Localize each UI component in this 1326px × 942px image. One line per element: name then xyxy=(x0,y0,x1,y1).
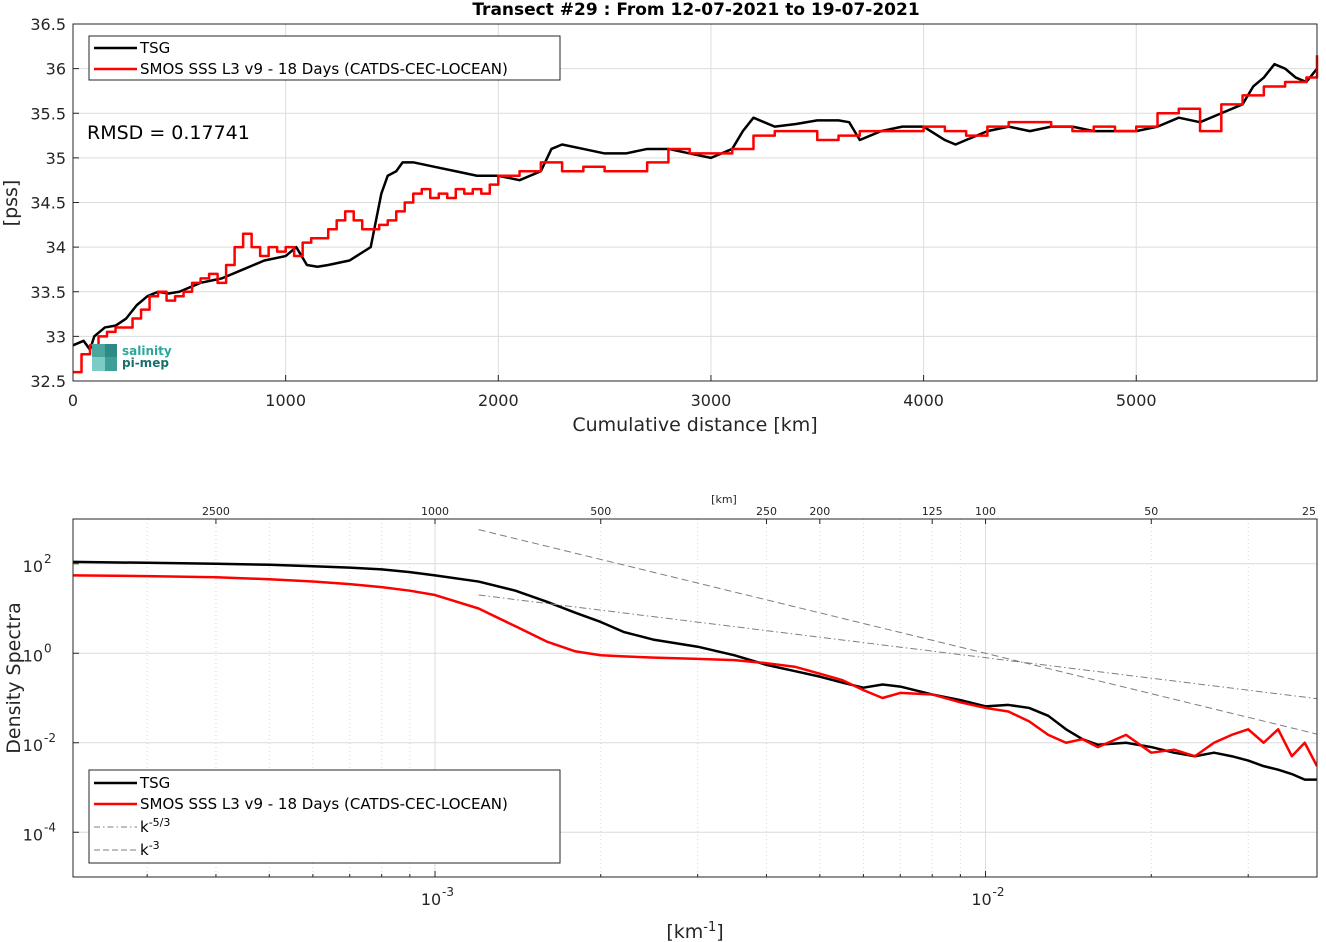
y-tick-label: 33.5 xyxy=(30,283,66,302)
legend-entry-tsg: TSG xyxy=(139,774,170,792)
y-tick-label: 36.5 xyxy=(30,15,66,34)
x-tick-exponent: -2 xyxy=(993,885,1005,899)
x-axis-label: [km-1] xyxy=(666,920,723,942)
y-tick-exponent: 0 xyxy=(44,641,52,655)
logo-mark-1 xyxy=(92,344,105,357)
series-line-smos xyxy=(73,574,1317,767)
y-tick-exponent: -2 xyxy=(44,731,56,745)
y-tick-label: 35 xyxy=(46,149,66,168)
x-tick-exponent: -3 xyxy=(442,885,454,899)
top-tick-label: 250 xyxy=(756,505,777,518)
plot-frame xyxy=(72,518,1318,878)
y-tick-label: 10 xyxy=(23,825,43,844)
top-tick-label: 2500 xyxy=(202,505,230,518)
reference-line-k53 xyxy=(478,594,1317,700)
logo-mark-3 xyxy=(92,357,105,371)
top-tick-label: 100 xyxy=(975,505,996,518)
top-axis-label: [km] xyxy=(711,493,737,506)
series-group xyxy=(73,529,1317,781)
reference-line-k3 xyxy=(478,529,1317,735)
y-tick-label: 10 xyxy=(23,557,43,576)
logo-mark-4 xyxy=(105,357,117,371)
series-line-tsg xyxy=(73,560,1317,781)
top-tick-label: 50 xyxy=(1144,505,1158,518)
y-tick-exponent: -4 xyxy=(44,820,56,834)
x-tick-label: 4000 xyxy=(903,391,944,410)
y-tick-exponent: 2 xyxy=(44,552,52,566)
logo-text-1: salinity xyxy=(122,344,172,358)
y-tick-label: 36 xyxy=(46,60,66,79)
legend: TSG SMOS SSS L3 v9 - 18 Days (CATDS-CEC-… xyxy=(88,35,561,81)
salinity-transect-chart: Transect #29 : From 12-07-2021 to 19-07-… xyxy=(0,0,1319,436)
x-tick-label: 2000 xyxy=(478,391,519,410)
top-tick-label: 1000 xyxy=(421,505,449,518)
logo-text-2: pi-mep xyxy=(122,356,169,370)
y-tick-label: 10 xyxy=(23,736,43,755)
tick-labels: 0 1000 2000 3000 4000 5000 32.5 33 33.5 34 34.5 35 3… xyxy=(30,15,1156,410)
salinity-logo: salinity pi-mep xyxy=(92,344,172,371)
y-axis-label: Density Spectra xyxy=(3,602,25,753)
legend-box xyxy=(88,35,561,81)
y-tick-label: 33 xyxy=(46,327,66,346)
x-tick-label: 10 xyxy=(421,890,441,909)
top-tick-label: 200 xyxy=(809,505,830,518)
top-tick-label: 500 xyxy=(590,505,611,518)
legend: TSG SMOS SSS L3 v9 - 18 Days (CATDS-CEC-… xyxy=(88,769,561,864)
legend-entry-smos: SMOS SSS L3 v9 - 18 Days (CATDS-CEC-LOCE… xyxy=(140,795,508,813)
y-axis-label: [pss] xyxy=(0,180,22,227)
series-line-smos xyxy=(73,55,1319,374)
x-tick-label: 5000 xyxy=(1116,391,1157,410)
chart-title: Transect #29 : From 12-07-2021 to 19-07-… xyxy=(472,0,919,20)
top-tick-label: 125 xyxy=(922,505,943,518)
x-tick-label: 10 xyxy=(971,890,991,909)
x-tick-label: 1000 xyxy=(265,391,306,410)
y-tick-label: 35.5 xyxy=(30,104,66,123)
top-tick-label: 25 xyxy=(1302,505,1316,518)
x-axis-label: Cumulative distance [km] xyxy=(572,414,817,436)
series-group xyxy=(72,55,1319,374)
logo-mark-2 xyxy=(105,344,117,357)
legend-entry-tsg: TSG xyxy=(139,39,170,57)
y-tick-label: 34.5 xyxy=(30,194,66,213)
legend-box xyxy=(88,769,561,864)
y-tick-label: 10 xyxy=(23,646,43,665)
x-tick-label: 0 xyxy=(68,391,78,410)
rmsd-annotation: RMSD = 0.17741 xyxy=(87,122,250,144)
y-tick-label: 34 xyxy=(46,238,66,257)
x-tick-label: 3000 xyxy=(691,391,732,410)
legend-entry-smos: SMOS SSS L3 v9 - 18 Days (CATDS-CEC-LOCE… xyxy=(140,60,508,78)
y-tick-label: 32.5 xyxy=(30,372,66,391)
series-line-tsg xyxy=(72,62,1318,352)
